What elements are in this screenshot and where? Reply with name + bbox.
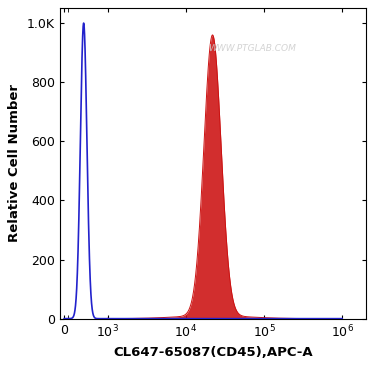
X-axis label: CL647-65087(CD45),APC-A: CL647-65087(CD45),APC-A [113,346,313,359]
Text: WWW.PTGLAB.COM: WWW.PTGLAB.COM [209,44,297,53]
Y-axis label: Relative Cell Number: Relative Cell Number [8,84,21,243]
